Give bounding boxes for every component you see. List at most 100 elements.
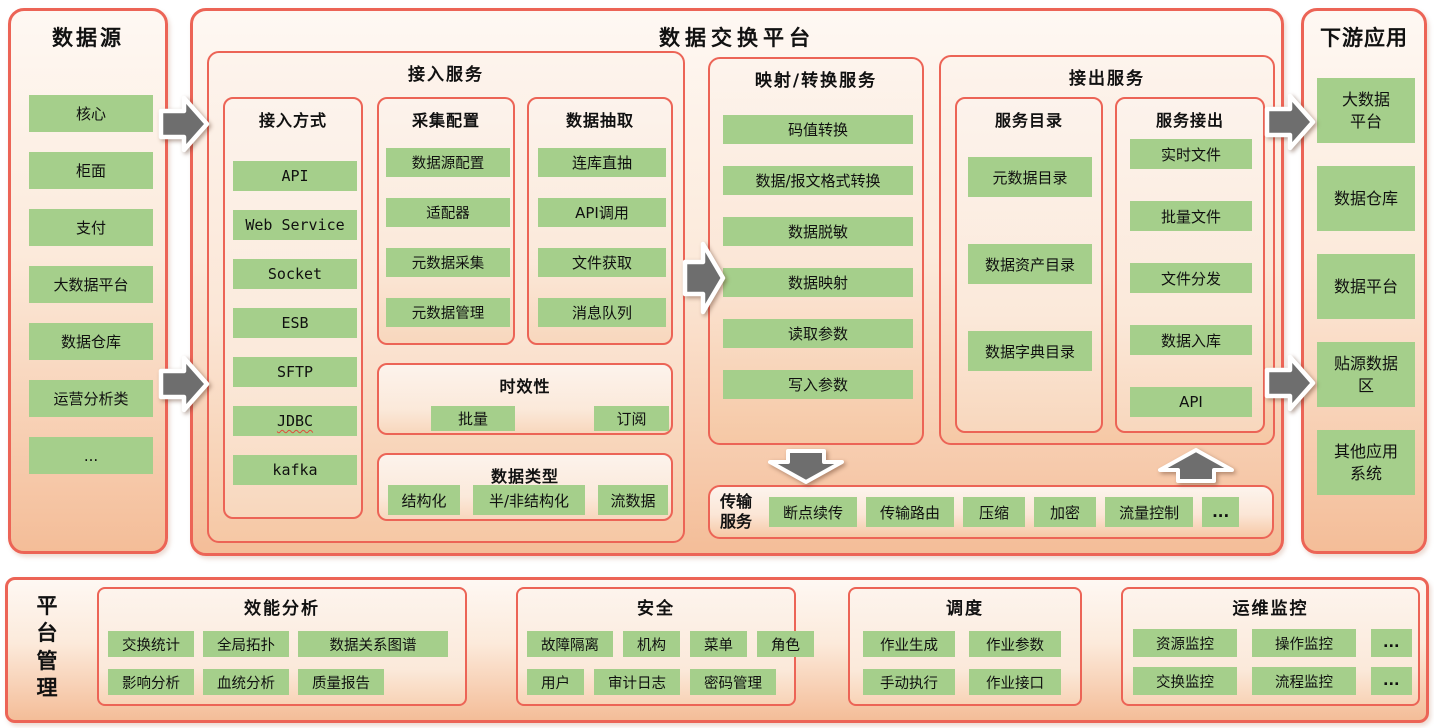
downstream-item: 大数据 平台	[1317, 78, 1415, 143]
service-out-list: 实时文件批量文件文件分发数据入库 API	[1130, 139, 1252, 417]
ops-monitor-row-2: 交换监控 流程监控...	[1123, 667, 1418, 695]
service-out-item: 批量文件	[1130, 201, 1252, 231]
transfer-service-item: 断点续传	[769, 497, 858, 527]
efficiency-item: 血统分析	[203, 669, 289, 695]
data-extract-item: 消息队列	[538, 298, 666, 327]
transfer-service-list: 断点续传 传输路由 压缩 加密 流量控制...	[769, 497, 1240, 527]
service-out-item: 数据入库	[1130, 325, 1252, 355]
datasource-item: 柜面	[29, 152, 153, 189]
service-out-item: 文件分发	[1130, 263, 1252, 293]
schedule-row-2: 手动执行 作业接口	[850, 669, 1080, 695]
collect-config-item: 适配器	[386, 198, 510, 227]
collect-config-title: 采集配置	[411, 111, 480, 130]
schedule-item: 作业参数	[969, 631, 1061, 657]
management-panel: 平台管理 效能分析 交换统计 全局拓扑 数据关系图谱 影响分析 血统分析 质量报告 安全…	[5, 577, 1429, 723]
collect-config-item: 元数据采集	[386, 248, 510, 277]
downstream-item: 贴源数据 区	[1317, 342, 1415, 407]
service-catalog-item: 元数据目录	[968, 157, 1092, 197]
efficiency-row-2: 影响分析 血统分析 质量报告	[99, 669, 465, 695]
schedule-title: 调度	[946, 599, 984, 619]
data-extract-item: API调用	[538, 198, 666, 227]
flow-arrow-right-icon	[1263, 350, 1317, 416]
schedule-item: 作业生成	[863, 631, 955, 657]
data-extract-item: 文件获取	[538, 248, 666, 277]
service-out-title: 服务接出	[1155, 111, 1224, 130]
transfer-service-item: 压缩	[963, 497, 1026, 527]
collect-config-item: 数据源配置	[386, 148, 510, 177]
data-extract-list: 连库直抽 API调用 文件获取 消息队列	[538, 148, 666, 327]
access-methods-list: API Web Service Socket ESB SFTP JDBC kafka	[233, 161, 357, 485]
access-method-item: API	[233, 161, 357, 191]
datasource-title: 数据源	[52, 26, 124, 50]
flow-arrow-right-icon	[682, 235, 726, 321]
downstream-item: 其他应用 系统	[1317, 430, 1415, 495]
transfer-service-title: 传输服务	[720, 492, 753, 531]
datasource-item: ...	[29, 437, 153, 474]
timeliness-item: 批量	[431, 406, 515, 431]
downstream-panel: 下游应用 大数据 平台 数据仓库 数据平台 贴源数据 区其他应用 系统	[1301, 8, 1427, 554]
ops-monitor-title: 运维监控	[1232, 599, 1309, 619]
downstream-item: 数据仓库	[1317, 166, 1415, 231]
data-extract-title: 数据抽取	[565, 111, 634, 130]
service-catalog-list: 元数据目录 数据资产目录 数据字典目录	[968, 157, 1092, 371]
collect-config-item: 元数据管理	[386, 298, 510, 327]
access-method-item: kafka	[233, 455, 357, 485]
service-catalog-box: 服务目录 元数据目录 数据资产目录 数据字典目录	[955, 97, 1103, 433]
flow-arrow-down-icon	[762, 447, 850, 485]
outbound-service-title: 接出服务	[1069, 69, 1145, 89]
transfer-service-item: ...	[1202, 497, 1240, 527]
timeliness-item: 订阅	[594, 406, 669, 431]
datasource-item: 支付	[29, 209, 153, 246]
flow-arrow-right-icon	[1263, 89, 1317, 155]
exchange-platform-panel: 数据交换平台 接入服务 接入方式 API Web Service Socket ESB…	[190, 8, 1284, 556]
transfer-service-item: 传输路由	[866, 497, 955, 527]
security-box: 安全 故障隔离 机构 菜单 角色 用户 审计日志 密码管理	[516, 587, 814, 706]
security-item: 审计日志	[594, 669, 680, 695]
timeliness-title: 时效性	[499, 377, 551, 396]
downstream-item: 数据平台	[1317, 254, 1415, 319]
datatype-item: 结构化	[388, 485, 460, 515]
access-methods-box: 接入方式 API Web Service Socket ESB SFTP JDBC kafk…	[223, 97, 363, 519]
mapping-service-title: 映射/转换服务	[754, 71, 878, 91]
datasource-item: 数据仓库	[29, 323, 153, 360]
service-out-item: 实时文件	[1130, 139, 1252, 169]
efficiency-item: 全局拓扑	[203, 631, 289, 657]
mapping-service-item: 数据/报文格式转换	[723, 166, 913, 195]
mapping-service-item: 写入参数	[723, 370, 913, 399]
security-item: 故障隔离	[527, 631, 613, 657]
schedule-box: 调度 作业生成 作业参数 手动执行 作业接口	[848, 587, 1082, 706]
security-title: 安全	[637, 599, 675, 619]
efficiency-analysis-box: 效能分析 交换统计 全局拓扑 数据关系图谱 影响分析 血统分析 质量报告	[97, 587, 467, 706]
ops-monitor-item: 操作监控	[1252, 629, 1356, 657]
mapping-service-box: 映射/转换服务 码值转换 数据/报文格式转换 数据脱敏 数据映射 读取参数 写入参数	[708, 57, 924, 445]
ops-monitor-item: ...	[1371, 629, 1412, 657]
data-extract-box: 数据抽取 连库直抽 API调用 文件获取 消息队列	[527, 97, 673, 345]
schedule-item: 手动执行	[863, 669, 955, 695]
access-method-item: Web Service	[233, 210, 357, 240]
datatype-title: 数据类型	[490, 467, 559, 486]
access-method-item: SFTP	[233, 357, 357, 387]
service-catalog-item: 数据字典目录	[968, 331, 1092, 371]
efficiency-analysis-title: 效能分析	[244, 599, 320, 619]
schedule-item: 作业接口	[969, 669, 1061, 695]
platform-title: 数据交换平台	[659, 26, 815, 50]
flow-arrow-up-icon	[1152, 447, 1240, 485]
datasource-item-list: 核心 柜面 支付 大数据平台 数据仓库 运营分析类...	[29, 95, 153, 474]
security-item: 机构	[623, 631, 680, 657]
mapping-service-item: 码值转换	[723, 115, 913, 144]
transfer-service-item: 加密	[1034, 497, 1097, 527]
security-item: 角色	[757, 631, 814, 657]
service-out-item: API	[1130, 387, 1252, 417]
efficiency-row-1: 交换统计 全局拓扑 数据关系图谱	[99, 631, 465, 657]
ops-monitor-row-1: 资源监控 操作监控...	[1123, 629, 1418, 657]
ops-monitor-item: ...	[1371, 667, 1412, 695]
mapping-service-item: 读取参数	[723, 319, 913, 348]
access-service-title: 接入服务	[408, 65, 484, 85]
access-methods-title: 接入方式	[258, 111, 327, 130]
datatype-item: 流数据	[598, 485, 668, 515]
ops-monitor-item: 资源监控	[1133, 629, 1237, 657]
outbound-service-box: 接出服务 服务目录 元数据目录 数据资产目录 数据字典目录 服务接出 实时文件批量文…	[939, 55, 1275, 445]
transfer-service-item: 流量控制	[1105, 497, 1194, 527]
ops-monitor-item: 交换监控	[1133, 667, 1237, 695]
security-item: 密码管理	[690, 669, 776, 695]
